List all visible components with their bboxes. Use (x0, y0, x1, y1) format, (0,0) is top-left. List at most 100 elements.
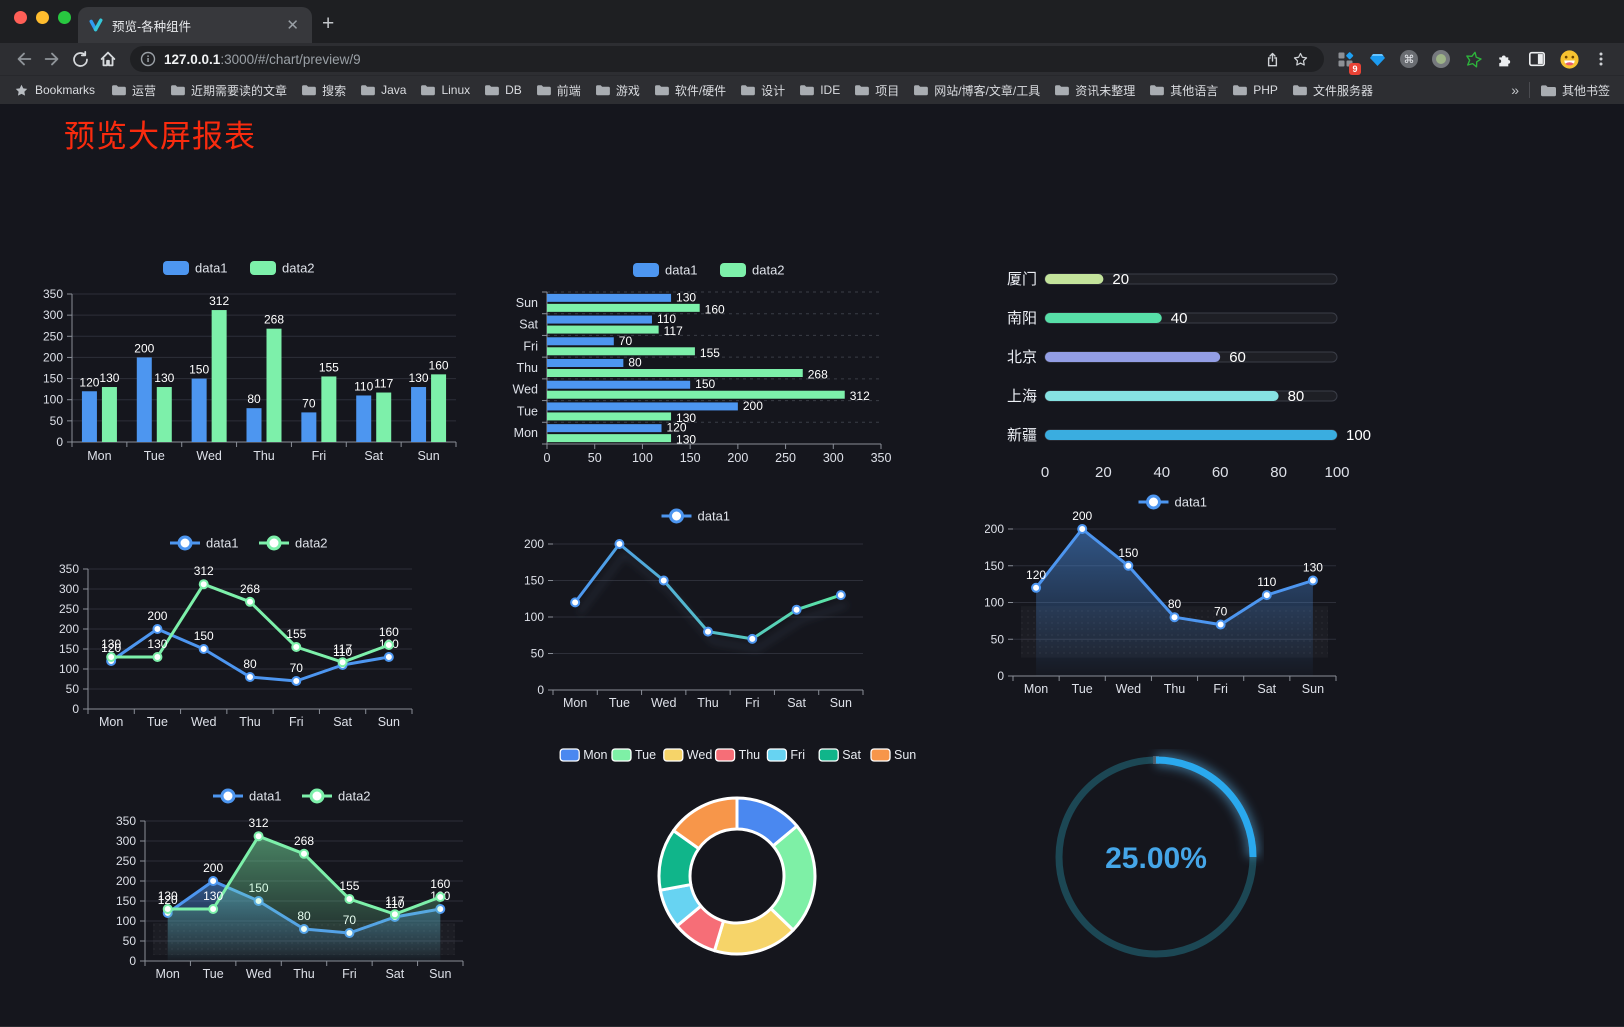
data-point[interactable] (291, 676, 302, 686)
data-point[interactable] (614, 539, 625, 549)
browser-tab[interactable]: 预览-各种组件 ✕ (78, 7, 312, 43)
home-icon[interactable] (94, 45, 122, 73)
data-point[interactable] (1123, 560, 1134, 571)
data-point[interactable] (245, 672, 255, 682)
bar[interactable] (156, 387, 172, 442)
data-point[interactable] (1031, 582, 1042, 593)
legend-item[interactable]: Thu (714, 748, 761, 762)
bookmarks-overflow-chevron[interactable]: » (1511, 82, 1519, 98)
traffic-light-zoom[interactable] (58, 11, 71, 24)
data-point[interactable] (152, 652, 163, 662)
traffic-light-minimize[interactable] (36, 11, 49, 24)
tab-close-icon[interactable]: ✕ (286, 17, 299, 34)
bar[interactable] (547, 293, 672, 302)
legend-item[interactable]: Sun (870, 748, 916, 762)
info-icon[interactable] (140, 51, 156, 67)
data-point[interactable] (253, 831, 264, 842)
data-point[interactable] (1169, 612, 1180, 623)
bookmark-folder[interactable]: 软件/硬件 (654, 82, 726, 99)
bookmark-folder[interactable]: IDE (799, 83, 840, 97)
bookmark-folder[interactable]: 文件服务器 (1292, 82, 1373, 99)
data-point[interactable] (1307, 575, 1318, 586)
data-point[interactable] (337, 657, 348, 668)
bar[interactable] (191, 378, 207, 442)
bookmark-folder[interactable]: DB (484, 83, 522, 97)
bookmark-folder[interactable]: Java (360, 83, 406, 97)
bar[interactable] (547, 325, 659, 334)
data-point[interactable] (299, 848, 309, 859)
bookmark-folder[interactable]: 项目 (854, 82, 899, 99)
bar[interactable] (101, 387, 117, 442)
legend-item[interactable]: Sat (818, 748, 861, 762)
bar[interactable] (321, 376, 337, 442)
data-point[interactable] (658, 575, 669, 586)
data-point[interactable] (435, 892, 446, 902)
bar[interactable] (376, 392, 392, 442)
bar[interactable] (547, 347, 695, 356)
data-point[interactable] (245, 596, 255, 607)
bookmark-folder[interactable]: Linux (420, 83, 470, 97)
bar[interactable] (547, 412, 672, 421)
bar[interactable] (547, 390, 845, 399)
data-point[interactable] (383, 652, 394, 662)
data-point[interactable] (389, 909, 400, 920)
bar[interactable] (547, 424, 662, 433)
bar[interactable] (266, 328, 282, 442)
other-bookmarks[interactable]: 其他书签 (1540, 82, 1610, 99)
legend-item[interactable]: data2 (250, 261, 315, 276)
legend-item[interactable]: data1 (213, 788, 282, 804)
bar[interactable] (547, 380, 691, 389)
puzzle-icon[interactable] (1492, 46, 1518, 72)
bar[interactable] (411, 387, 427, 442)
bookmark-folder[interactable]: 网站/博客/文章/工具 (913, 82, 1040, 99)
data-point[interactable] (1261, 590, 1272, 601)
bookmark-folder[interactable]: PHP (1232, 83, 1278, 97)
reload-icon[interactable] (66, 45, 94, 73)
data-point[interactable] (198, 644, 209, 654)
legend-item[interactable]: data1 (163, 261, 228, 276)
url-bar[interactable]: 127.0.0.1:3000/#/chart/preview/9 (130, 46, 1324, 72)
progress-fill[interactable] (1045, 274, 1104, 284)
url-text[interactable]: 127.0.0.1:3000/#/chart/preview/9 (164, 51, 361, 67)
bookmark-folder[interactable]: 游戏 (595, 82, 640, 99)
green-star-icon[interactable] (1460, 46, 1486, 72)
bar[interactable] (547, 303, 700, 312)
bar[interactable] (136, 357, 152, 442)
bookmark-folder[interactable]: 其他语言 (1149, 82, 1218, 99)
data-point[interactable] (344, 894, 355, 904)
legend-item[interactable]: data2 (302, 788, 371, 804)
progress-fill[interactable] (1045, 391, 1279, 401)
progress-fill[interactable] (1045, 430, 1337, 440)
data-point[interactable] (570, 597, 581, 608)
bar[interactable] (547, 369, 803, 377)
data-point[interactable] (162, 904, 173, 914)
line-series[interactable] (573, 542, 843, 641)
data-point[interactable] (1215, 619, 1226, 630)
menu-icon[interactable] (1588, 46, 1614, 72)
bar[interactable] (547, 359, 624, 367)
legend-item[interactable]: Fri (766, 748, 805, 762)
legend-item[interactable]: data2 (259, 535, 328, 551)
bookmark-folder[interactable]: 前端 (536, 82, 581, 99)
back-icon[interactable] (10, 45, 38, 73)
legend-item[interactable]: data1 (1138, 494, 1208, 510)
bar[interactable] (431, 374, 447, 442)
progress-fill[interactable] (1045, 352, 1221, 362)
extensions-grid-icon[interactable]: 9 (1332, 46, 1361, 75)
data-point[interactable] (106, 652, 117, 662)
bar[interactable] (547, 337, 614, 346)
progress-fill[interactable] (1045, 313, 1162, 323)
star-icon[interactable] (1286, 45, 1314, 73)
data-point[interactable] (835, 590, 846, 601)
data-point[interactable] (383, 640, 394, 650)
data-point[interactable] (747, 633, 758, 644)
bar[interactable] (547, 315, 652, 324)
data-point[interactable] (791, 604, 802, 615)
legend-item[interactable]: data1 (170, 535, 239, 551)
gem-icon[interactable] (1364, 46, 1390, 72)
share-icon[interactable] (1258, 45, 1286, 73)
forward-icon[interactable] (38, 45, 66, 73)
legend-item[interactable]: data1 (661, 508, 731, 524)
command-icon[interactable]: ⌘ (1396, 46, 1422, 72)
bar[interactable] (547, 434, 672, 443)
